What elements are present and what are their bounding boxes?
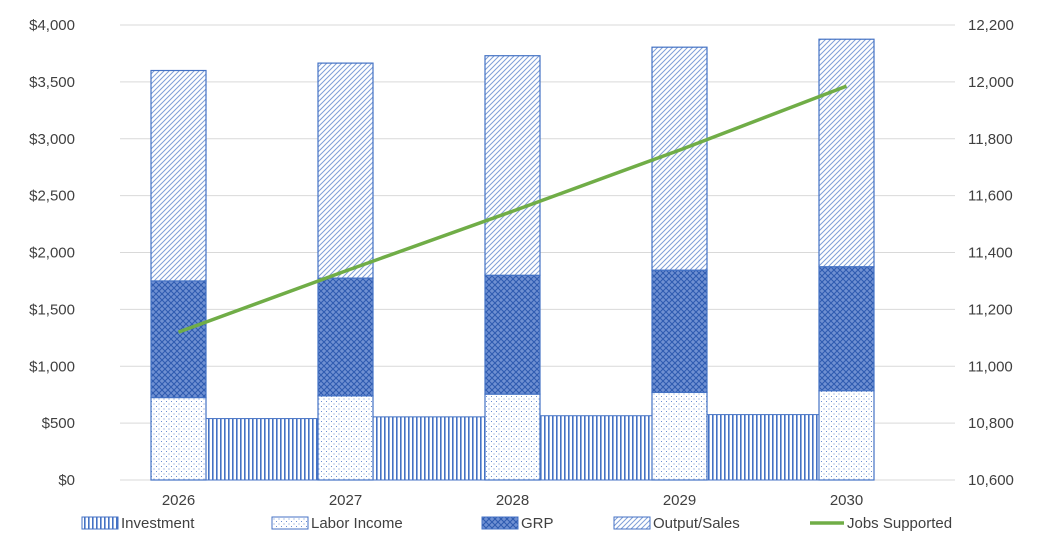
bar-investment (707, 415, 819, 480)
bar-labor-income (819, 391, 874, 480)
x-tick-label: 2029 (663, 492, 696, 509)
y-left-tick-label: $2,500 (29, 188, 75, 205)
x-tick-label: 2028 (496, 492, 529, 509)
y-left-tick-label: $4,000 (29, 17, 75, 34)
legend-swatch-output-sales (614, 517, 650, 529)
legend-label-jobs-supported: Jobs Supported (847, 515, 952, 532)
y-right-tick-label: 12,200 (968, 17, 1014, 34)
y-right-tick-label: 12,000 (968, 74, 1014, 91)
bar-labor-income (652, 392, 707, 480)
x-tick-label: 2027 (329, 492, 362, 509)
y-left-tick-label: $500 (42, 415, 75, 432)
legend-label-output-sales: Output/Sales (653, 515, 740, 532)
x-tick-label: 2026 (162, 492, 195, 509)
legend-label-grp: GRP (521, 515, 554, 532)
legend-swatch-investment (82, 517, 118, 529)
y-left-tick-label: $3,500 (29, 74, 75, 91)
bar-output-sales (485, 56, 540, 276)
y-right-tick-label: 11,000 (968, 358, 1013, 375)
x-axis: 2026 2027 2028 2029 2030 (162, 492, 863, 509)
bar-grp (485, 275, 540, 394)
bar-labor-income (485, 394, 540, 480)
bar-labor-income (318, 396, 373, 480)
bar-investment (206, 419, 318, 480)
bar-grp (151, 281, 206, 398)
y-right-tick-label: 10,800 (968, 415, 1014, 432)
bar-grp (318, 278, 373, 396)
y-right-tick-label: 11,200 (968, 301, 1013, 318)
bar-grp (819, 267, 874, 391)
y-right-tick-label: 11,600 (968, 188, 1013, 205)
legend-label-investment: Investment (121, 515, 195, 532)
bar-labor-income (151, 398, 206, 480)
y-axis-left: $0 $500 $1,000 $1,500 $2,000 $2,500 $3,000 $3,5… (29, 17, 75, 489)
legend-swatch-grp (482, 517, 518, 529)
bars (151, 39, 874, 480)
y-axis-right: 10,600 10,800 11,000 11,200 11,400 11,600 11,8… (968, 17, 1014, 489)
y-right-tick-label: 10,600 (968, 472, 1014, 489)
y-left-tick-label: $0 (58, 472, 75, 489)
y-left-tick-label: $1,000 (29, 358, 75, 375)
x-tick-label: 2030 (830, 492, 863, 509)
y-right-tick-label: 11,800 (968, 131, 1013, 148)
bar-output-sales (318, 63, 373, 278)
y-left-tick-label: $2,000 (29, 245, 75, 262)
y-left-tick-label: $1,500 (29, 301, 75, 318)
y-right-tick-label: 11,400 (968, 245, 1013, 262)
bar-output-sales (819, 39, 874, 267)
legend-swatch-labor-income (272, 517, 308, 529)
bar-grp (652, 270, 707, 392)
legend: Investment Labor Income GRP Output/Sales Job… (82, 515, 952, 532)
bar-output-sales (151, 71, 206, 281)
bar-investment (373, 417, 485, 480)
legend-label-labor-income: Labor Income (311, 515, 403, 532)
y-left-tick-label: $3,000 (29, 131, 75, 148)
bar-investment (540, 416, 652, 480)
